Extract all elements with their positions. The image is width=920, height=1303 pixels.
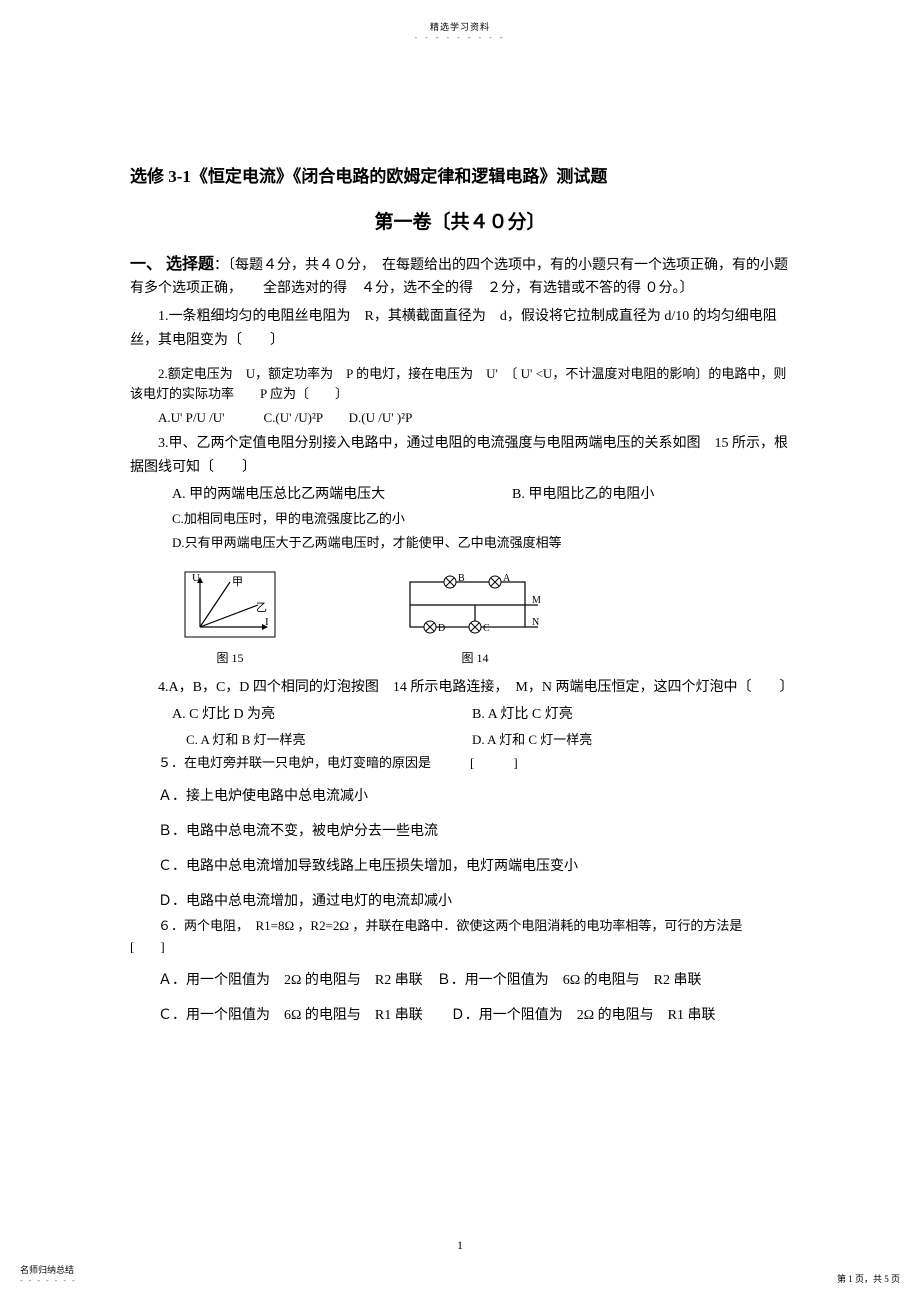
fig15-u-label: U: [192, 572, 200, 584]
figure-14: B A D C M N 图 14: [400, 567, 550, 666]
q5-text: ５．在电灯旁并联一只电炉，电灯变暗的原因是 [ ]: [130, 753, 790, 774]
q5-optA: Ａ．接上电炉使电路中总电流减小: [130, 785, 790, 809]
header-top-text: 精选学习资料: [0, 0, 920, 33]
q6-optD: Ｄ．用一个阻值为 2Ω 的电阻与 R1 串联: [451, 1008, 716, 1023]
fig14-a: A: [503, 573, 511, 584]
q3-optB: B. 甲电阻比乙的电阻小: [512, 483, 654, 507]
sub-title: 第一卷〔共４０分〕: [130, 207, 790, 234]
fig14-c: C: [483, 623, 490, 634]
section1-rest: ：〔每题４分，共４０分， 在每题给出的四个选项中，有的小题只有一个选项正确，有的…: [130, 258, 788, 296]
fig14-label: 图 14: [400, 649, 550, 666]
q3-optD: D.只有甲两端电压大于乙两端电压时，才能使甲、乙中电流强度相等: [130, 533, 790, 554]
figure-15: U I 甲 乙 图 15: [180, 567, 280, 666]
figures-row: U I 甲 乙 图 15 B A D: [130, 557, 790, 676]
q3-text: 3.甲、乙两个定值电阻分别接入电路中，通过电阻的电流强度与电阻两端电压的关系如图…: [130, 432, 790, 480]
footer-left: 名师归纳总结 - - - - - - -: [20, 1263, 77, 1285]
main-title: 选修 3-1《恒定电流》《闭合电路的欧姆定律和逻辑电路》测试题: [130, 162, 790, 187]
q6-optA: Ａ．用一个阻值为 2Ω 的电阻与 R2 串联: [158, 973, 423, 988]
fig14-n: N: [532, 617, 539, 628]
fig14-b: B: [458, 573, 465, 584]
q2-options: A.U' P/U /U' C.(U' /U)²P D.(U /U' )²P: [130, 408, 790, 429]
q4-optC: C. A 灯和 B 灯一样亮: [172, 730, 472, 751]
section1-header: 一、 选择题：〔每题４分，共４０分， 在每题给出的四个选项中，有的小题只有一个选…: [130, 252, 790, 300]
q4-text: 4.A，B，C，D 四个相同的灯泡按图 14 所示电路连接， M，N 两端电压恒…: [130, 676, 790, 700]
fig14-d: D: [438, 623, 445, 634]
fig15-yi-label: 乙: [256, 601, 267, 614]
q6-optB: Ｂ．用一个阻值为 6Ω 的电阻与 R2 串联: [437, 973, 702, 988]
q4-optA: A. C 灯比 D 为亮: [172, 703, 472, 727]
q4-optB: B. A 灯比 C 灯亮: [472, 703, 573, 727]
q5-optD: Ｄ．电路中总电流增加，通过电灯的电流却减小: [130, 890, 790, 914]
q3-optC: C.加相同电压时，甲的电流强度比乙的小: [130, 509, 790, 530]
footer-left-dots: - - - - - - -: [20, 1276, 77, 1285]
page-number: 1: [457, 1238, 463, 1253]
fig15-label: 图 15: [180, 649, 280, 666]
q5-optC: Ｃ．电路中总电流增加导致线路上电压损失增加，电灯两端电压变小: [130, 855, 790, 879]
q6-optC: Ｃ．用一个阻值为 6Ω 的电阻与 R1 串联: [158, 1008, 423, 1023]
q4-optD: D. A 灯和 C 灯一样亮: [472, 730, 592, 751]
q2-text: 2.额定电压为 U，额定功率为 P 的电灯，接在电压为 U' 〔 U' <U，不…: [130, 364, 790, 406]
q1-text: 1.一条粗细均匀的电阻丝电阻为 R，其横截面直径为 d，假设将它拉制成直径为 d…: [130, 305, 790, 353]
section1-bold: 一、 选择题: [130, 256, 214, 273]
q5-optB: Ｂ．电路中总电流不变，被电炉分去一些电流: [130, 820, 790, 844]
q6-text: ６．两个电阻， R1=8Ω ，R2=2Ω ，并联在电路中．欲使这两个电阻消耗的电…: [130, 916, 790, 958]
q3-optA: A. 甲的两端电压总比乙两端电压大: [172, 483, 512, 507]
q6-row2: Ｃ．用一个阻值为 6Ω 的电阻与 R1 串联 Ｄ．用一个阻值为 2Ω 的电阻与 …: [130, 1004, 790, 1028]
footer-right: 第 1 页，共 5 页: [837, 1272, 900, 1285]
q6-row1: Ａ．用一个阻值为 2Ω 的电阻与 R2 串联 Ｂ．用一个阻值为 6Ω 的电阻与 …: [130, 969, 790, 993]
fig14-m: M: [532, 595, 541, 606]
header-dots: - - - - - - - - -: [0, 33, 920, 42]
fig15-i-label: I: [265, 616, 269, 628]
fig15-jia-label: 甲: [232, 576, 243, 588]
document-content: 选修 3-1《恒定电流》《闭合电路的欧姆定律和逻辑电路》测试题 第一卷〔共４０分…: [0, 42, 920, 1028]
footer-left-text: 名师归纳总结: [20, 1263, 77, 1276]
